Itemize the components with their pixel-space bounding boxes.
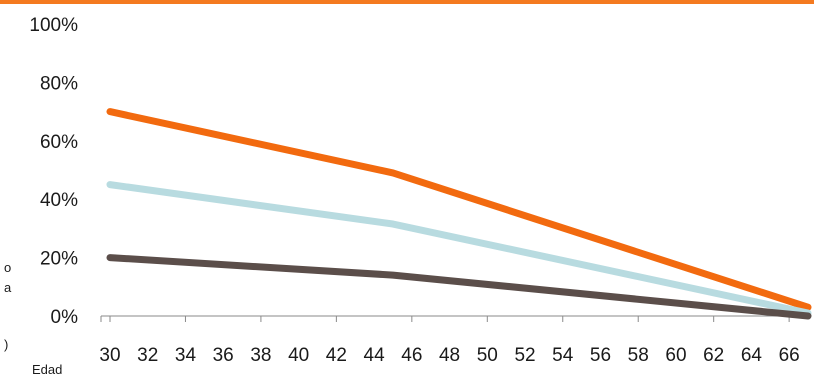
y-tick-label: 40% bbox=[40, 190, 78, 211]
x-tick-label: 60 bbox=[665, 345, 686, 366]
x-tick-label: 40 bbox=[288, 345, 309, 366]
series-line-3 bbox=[106, 254, 812, 320]
x-tick-label: 66 bbox=[779, 345, 800, 366]
x-tick-label: 62 bbox=[703, 345, 724, 366]
x-axis: 30 32 34 36 38 40 42 44 46 48 50 52 54 56 58 60 62 64 66 bbox=[99, 315, 808, 366]
x-tick-label: 52 bbox=[514, 345, 535, 366]
x-tick-label: 50 bbox=[477, 345, 498, 366]
series-line-2 bbox=[106, 181, 812, 317]
y-tick-label: 20% bbox=[40, 249, 78, 270]
x-axis-title: Edad bbox=[32, 362, 62, 376]
y-tick-label: 100% bbox=[29, 15, 78, 36]
x-tick-label: 58 bbox=[628, 345, 649, 366]
x-tick-label: 44 bbox=[364, 345, 386, 366]
fragment-1: o bbox=[4, 260, 11, 275]
top-accent-rule bbox=[0, 0, 814, 4]
x-tick-label: 30 bbox=[99, 345, 120, 366]
fragment-2: a bbox=[4, 280, 12, 295]
x-tick-label: 48 bbox=[439, 345, 460, 366]
x-tick-label: 42 bbox=[326, 345, 347, 366]
y-tick-label: 80% bbox=[40, 73, 78, 94]
x-tick-label: 32 bbox=[137, 345, 158, 366]
x-tick-label: 34 bbox=[175, 345, 197, 366]
x-tick-label: 46 bbox=[401, 345, 422, 366]
y-axis-tick-labels: 0% 20% 40% 60% 80% 100% bbox=[29, 15, 78, 328]
x-axis-tick-labels: 30 32 34 36 38 40 42 44 46 48 50 52 54 56 58 60 62 64 66 bbox=[99, 345, 799, 366]
fragment-3: ) bbox=[4, 337, 8, 352]
x-tick-label: 38 bbox=[250, 345, 271, 366]
x-tick-label: 36 bbox=[213, 345, 234, 366]
x-tick-label: 64 bbox=[741, 345, 763, 366]
x-tick-label: 54 bbox=[552, 345, 574, 366]
clipped-left-fragments: o a ) bbox=[4, 260, 12, 352]
y-tick-label: 60% bbox=[40, 132, 78, 153]
x-tick-label: 56 bbox=[590, 345, 611, 366]
y-tick-label: 0% bbox=[51, 307, 79, 328]
series-line-1 bbox=[106, 108, 812, 311]
series-lines bbox=[106, 108, 812, 320]
x-axis-tick-marks bbox=[100, 316, 790, 322]
